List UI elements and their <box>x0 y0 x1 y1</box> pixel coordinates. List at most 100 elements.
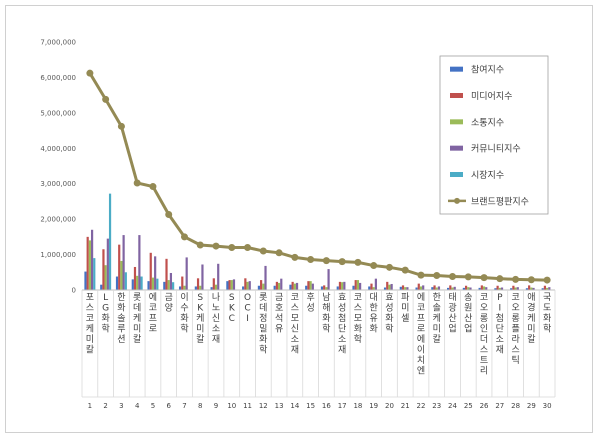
bar <box>230 280 233 290</box>
y-tick-label: 2,000,000 <box>40 216 76 224</box>
bar <box>138 235 141 290</box>
bar <box>399 286 402 290</box>
bar <box>84 271 87 290</box>
bar <box>151 277 155 290</box>
bar <box>374 278 377 290</box>
bar <box>372 287 375 290</box>
bar <box>325 287 328 290</box>
bar <box>386 281 389 290</box>
bar <box>415 287 418 290</box>
bar <box>277 282 281 290</box>
bar <box>131 279 134 290</box>
bar <box>106 238 109 290</box>
bar <box>419 286 423 290</box>
bar <box>115 276 119 290</box>
category-number: 11 <box>243 402 252 410</box>
bar <box>320 286 324 290</box>
category-number: 24 <box>448 402 457 410</box>
legend-swatch <box>450 93 463 98</box>
bar <box>478 287 481 290</box>
category-number: 7 <box>182 402 186 410</box>
legend-swatch <box>450 145 463 151</box>
bar <box>307 281 310 290</box>
bar <box>262 283 265 290</box>
bar <box>88 240 91 290</box>
legend-swatch <box>454 197 460 204</box>
bar <box>133 266 137 290</box>
bar <box>435 287 438 290</box>
line-point <box>117 122 125 130</box>
bar <box>293 283 296 290</box>
bar <box>124 272 127 290</box>
bar <box>199 285 202 290</box>
bar <box>104 265 107 290</box>
bar <box>260 280 263 290</box>
category-number: 1 <box>88 402 92 410</box>
bar <box>422 285 425 290</box>
bar <box>485 287 488 290</box>
bar <box>525 288 529 290</box>
bar <box>100 284 103 290</box>
bar <box>390 283 393 290</box>
bar <box>516 287 519 290</box>
bar <box>275 281 278 290</box>
category-number: 28 <box>511 402 520 410</box>
bar <box>510 288 513 290</box>
bar <box>167 280 170 290</box>
bar <box>352 285 355 290</box>
bar <box>217 263 220 290</box>
bar <box>336 286 339 290</box>
bar <box>528 285 531 290</box>
bar <box>201 264 204 290</box>
bar <box>406 287 409 290</box>
bar <box>172 282 175 290</box>
bar <box>512 285 515 290</box>
line-point <box>275 249 283 257</box>
bar <box>447 287 450 290</box>
bar <box>178 286 182 290</box>
bar <box>327 269 330 290</box>
bar <box>246 281 249 290</box>
line-point <box>480 274 488 282</box>
category-number: 8 <box>198 402 202 410</box>
bar <box>437 286 441 290</box>
legend-label: 미디어지수 <box>471 91 512 102</box>
bar <box>541 288 544 290</box>
y-tick-label: 4,000,000 <box>40 145 76 153</box>
category-number: 9 <box>214 402 218 410</box>
bar <box>108 193 112 290</box>
legend-label: 시장지수 <box>471 170 504 181</box>
bar <box>264 265 267 290</box>
bar <box>514 287 517 290</box>
line-point <box>259 247 267 255</box>
category-number: 23 <box>432 402 441 410</box>
line-point <box>527 276 535 284</box>
line-point <box>133 179 141 187</box>
legend-label: 소통지수 <box>471 117 504 128</box>
category-number: 14 <box>290 402 299 410</box>
bar <box>212 278 215 290</box>
bar <box>451 287 454 290</box>
bar <box>401 285 405 290</box>
legend-label: 브랜드평판지수 <box>471 196 529 207</box>
category-number: 21 <box>401 402 410 410</box>
category-number: 12 <box>259 402 268 410</box>
bar <box>464 285 468 290</box>
bar <box>305 285 308 290</box>
category-number: 29 <box>527 402 536 410</box>
bar <box>343 281 346 290</box>
bar <box>431 287 434 290</box>
bar <box>368 286 371 290</box>
